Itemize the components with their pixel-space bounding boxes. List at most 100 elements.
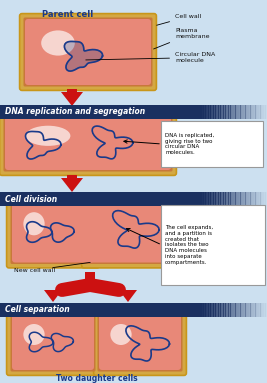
Bar <box>257 303 259 317</box>
FancyBboxPatch shape <box>161 205 265 285</box>
Bar <box>265 105 267 119</box>
Bar <box>252 192 254 206</box>
FancyBboxPatch shape <box>94 309 186 375</box>
Bar <box>202 303 204 317</box>
Bar <box>259 105 261 119</box>
Bar <box>208 192 211 206</box>
Bar <box>260 192 262 206</box>
Polygon shape <box>61 92 83 106</box>
Bar <box>202 192 204 206</box>
Bar <box>254 105 256 119</box>
Bar <box>254 303 256 317</box>
Bar <box>230 192 232 206</box>
Bar <box>245 105 248 119</box>
FancyBboxPatch shape <box>10 200 96 264</box>
Bar <box>222 303 224 317</box>
Bar <box>213 303 215 317</box>
FancyBboxPatch shape <box>99 314 181 370</box>
Bar <box>265 192 267 206</box>
Bar <box>210 303 212 317</box>
Bar <box>264 303 266 317</box>
Ellipse shape <box>26 126 70 146</box>
Bar <box>235 105 237 119</box>
Bar <box>249 192 251 206</box>
Bar <box>235 192 237 206</box>
Bar <box>257 192 259 206</box>
Bar <box>247 303 249 317</box>
Bar <box>220 303 222 317</box>
Bar <box>222 105 224 119</box>
FancyBboxPatch shape <box>161 121 263 167</box>
Bar <box>229 192 231 206</box>
Bar <box>259 303 261 317</box>
Bar <box>227 192 229 206</box>
Ellipse shape <box>41 30 75 56</box>
Bar <box>265 303 267 317</box>
FancyBboxPatch shape <box>85 200 171 264</box>
Text: New cell wall: New cell wall <box>14 268 55 273</box>
Bar <box>254 192 256 206</box>
Bar <box>237 105 239 119</box>
Bar <box>232 105 234 119</box>
FancyBboxPatch shape <box>12 201 94 262</box>
Bar <box>242 303 244 317</box>
Bar <box>238 303 241 317</box>
Bar <box>218 192 221 206</box>
Bar <box>208 303 211 317</box>
FancyBboxPatch shape <box>0 111 176 175</box>
Bar <box>227 105 229 119</box>
Bar <box>225 192 227 206</box>
Bar <box>257 105 259 119</box>
Bar <box>259 192 261 206</box>
FancyBboxPatch shape <box>5 116 171 170</box>
Bar <box>247 105 249 119</box>
Bar <box>245 303 248 317</box>
Polygon shape <box>67 175 77 178</box>
Bar <box>200 105 202 119</box>
Ellipse shape <box>110 324 132 345</box>
Bar <box>237 303 239 317</box>
Bar <box>234 105 236 119</box>
Ellipse shape <box>23 324 45 345</box>
Bar <box>250 192 252 206</box>
Bar <box>215 105 217 119</box>
Text: The cell expands,
and a partition is
created that
isolates the two
DNA molecules: The cell expands, and a partition is cre… <box>165 225 213 265</box>
Polygon shape <box>85 272 95 285</box>
Bar <box>240 105 242 119</box>
Bar <box>240 303 242 317</box>
Bar <box>218 105 221 119</box>
Bar <box>255 303 257 317</box>
FancyBboxPatch shape <box>25 19 151 85</box>
Bar <box>203 192 206 206</box>
Bar <box>230 303 232 317</box>
Bar <box>210 192 212 206</box>
Bar <box>203 303 206 317</box>
FancyBboxPatch shape <box>10 313 96 372</box>
Bar <box>244 192 246 206</box>
Bar <box>255 192 257 206</box>
Bar <box>240 192 242 206</box>
Bar <box>217 192 219 206</box>
Bar <box>210 105 212 119</box>
Bar <box>203 105 206 119</box>
Bar <box>208 105 211 119</box>
Bar <box>220 105 222 119</box>
Bar <box>264 192 266 206</box>
Polygon shape <box>119 290 137 302</box>
Bar <box>238 105 241 119</box>
FancyBboxPatch shape <box>7 196 99 268</box>
Bar <box>207 192 209 206</box>
Bar <box>212 192 214 206</box>
Bar <box>237 192 239 206</box>
Bar <box>212 105 214 119</box>
Bar <box>220 192 222 206</box>
Bar <box>230 105 232 119</box>
Bar <box>218 303 221 317</box>
Bar <box>225 303 227 317</box>
Text: Cell separation: Cell separation <box>5 306 70 314</box>
Bar <box>232 192 234 206</box>
Text: Parent cell: Parent cell <box>42 10 94 19</box>
Bar <box>223 105 226 119</box>
Polygon shape <box>64 41 103 71</box>
Ellipse shape <box>23 212 45 235</box>
